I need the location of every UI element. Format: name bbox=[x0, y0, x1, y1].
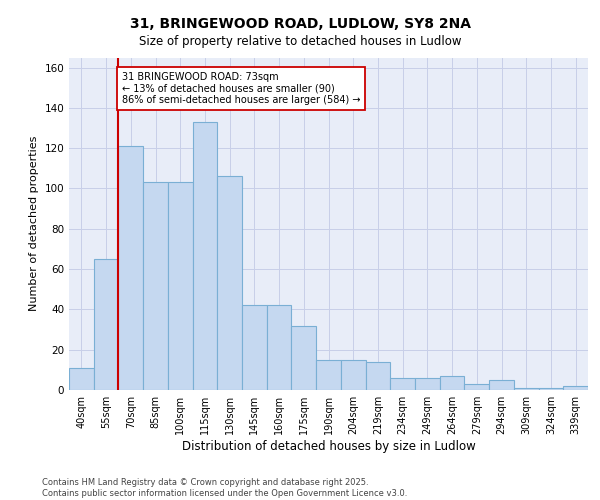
Bar bbox=[94, 259, 118, 390]
Bar bbox=[539, 388, 563, 390]
Text: Size of property relative to detached houses in Ludlow: Size of property relative to detached ho… bbox=[139, 35, 461, 48]
Bar bbox=[440, 376, 464, 390]
Bar bbox=[489, 380, 514, 390]
Text: 31, BRINGEWOOD ROAD, LUDLOW, SY8 2NA: 31, BRINGEWOOD ROAD, LUDLOW, SY8 2NA bbox=[130, 18, 470, 32]
Y-axis label: Number of detached properties: Number of detached properties bbox=[29, 136, 39, 312]
Bar bbox=[390, 378, 415, 390]
Bar bbox=[365, 362, 390, 390]
Bar bbox=[217, 176, 242, 390]
Text: 31 BRINGEWOOD ROAD: 73sqm
← 13% of detached houses are smaller (90)
86% of semi-: 31 BRINGEWOOD ROAD: 73sqm ← 13% of detac… bbox=[122, 72, 361, 105]
Bar bbox=[267, 306, 292, 390]
Bar bbox=[143, 182, 168, 390]
Bar bbox=[563, 386, 588, 390]
Bar bbox=[415, 378, 440, 390]
Bar bbox=[341, 360, 365, 390]
Bar bbox=[316, 360, 341, 390]
Bar bbox=[514, 388, 539, 390]
Bar bbox=[168, 182, 193, 390]
X-axis label: Distribution of detached houses by size in Ludlow: Distribution of detached houses by size … bbox=[182, 440, 475, 453]
Text: Contains HM Land Registry data © Crown copyright and database right 2025.
Contai: Contains HM Land Registry data © Crown c… bbox=[42, 478, 407, 498]
Bar bbox=[118, 146, 143, 390]
Bar bbox=[242, 306, 267, 390]
Bar bbox=[464, 384, 489, 390]
Bar bbox=[292, 326, 316, 390]
Bar bbox=[69, 368, 94, 390]
Bar bbox=[193, 122, 217, 390]
